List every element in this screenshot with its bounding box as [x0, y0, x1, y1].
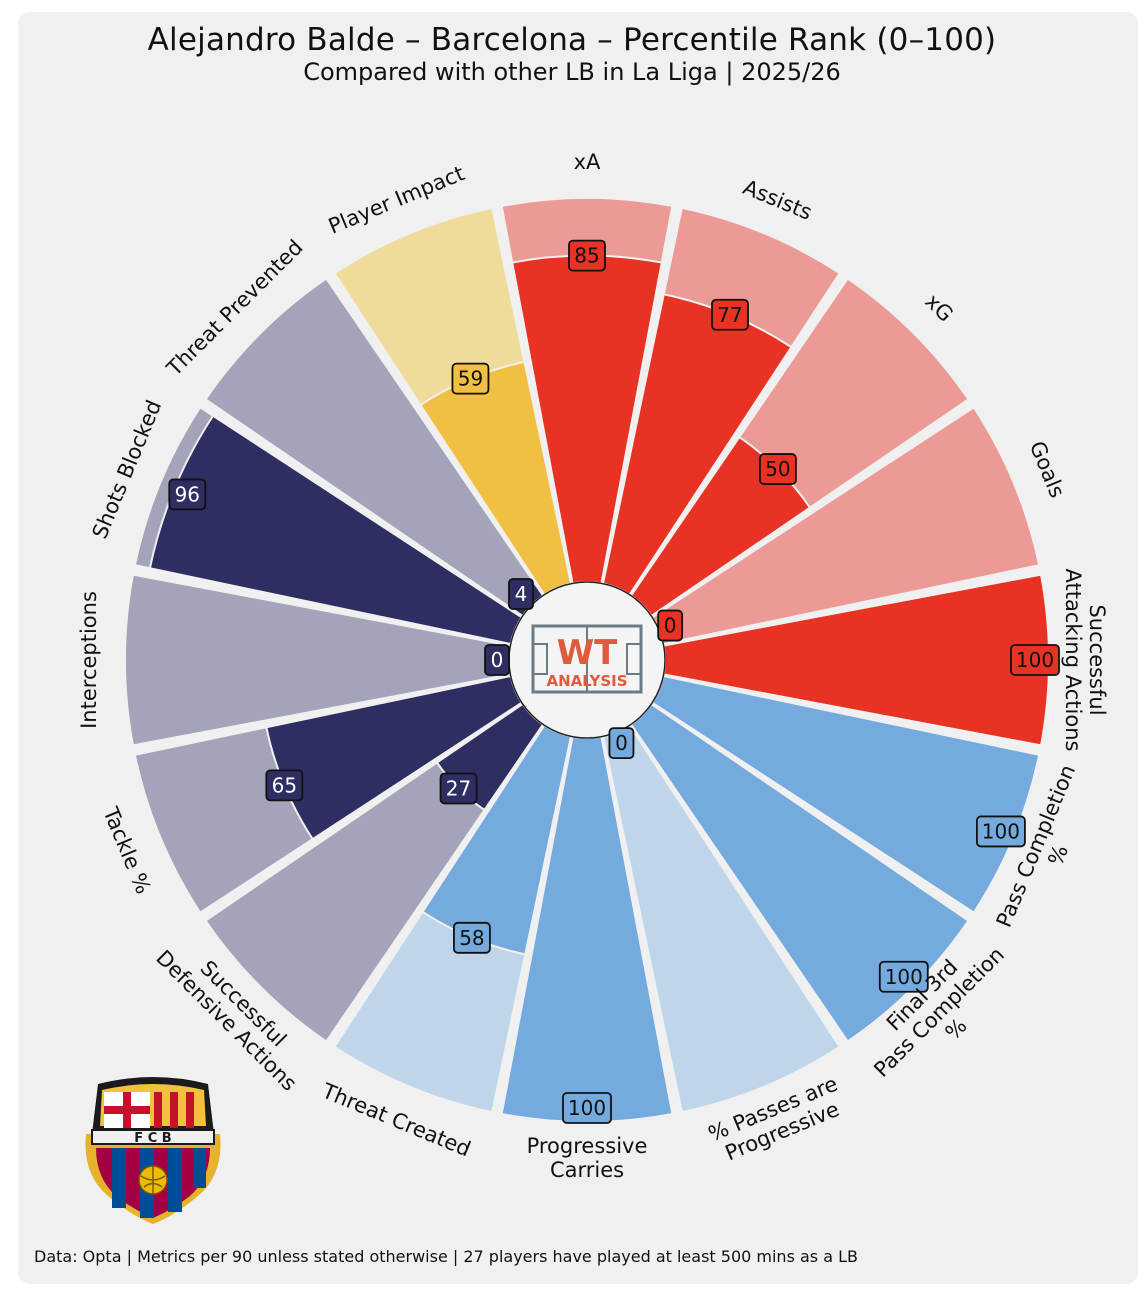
svg-text:27: 27: [446, 776, 471, 800]
value-label-threat-prevented: 4: [508, 578, 534, 610]
svg-text:100: 100: [1016, 648, 1054, 672]
svg-text:WT: WT: [557, 633, 619, 673]
data-source-footer: Data: Opta | Metrics per 90 unless state…: [34, 1247, 858, 1266]
value-label-final-3rd-pass-completion: 100: [878, 960, 929, 993]
category-label-interceptions: Interceptions: [77, 591, 101, 729]
value-label-assists: 77: [711, 298, 749, 331]
value-label-passes-are-progressive: 0: [608, 727, 635, 760]
value-label-tackle: 65: [265, 769, 304, 802]
svg-text:0: 0: [664, 614, 677, 638]
svg-text:0: 0: [491, 648, 504, 672]
category-label-assists: Assists: [740, 175, 816, 225]
chart-title: Alejandro Balde – Barcelona – Percentile…: [147, 22, 997, 58]
value-label-player-impact: 59: [451, 362, 490, 395]
value-label-interceptions: 0: [484, 644, 510, 676]
svg-text:100: 100: [885, 965, 923, 989]
category-label-goals: Goals: [1025, 438, 1070, 501]
svg-text:58: 58: [459, 926, 484, 950]
value-label-xg: 50: [759, 453, 797, 485]
svg-text:ANALYSIS: ANALYSIS: [546, 672, 627, 690]
svg-text:100: 100: [568, 1096, 606, 1120]
value-label-progressive-carries: 100: [562, 1092, 612, 1124]
svg-text:50: 50: [765, 457, 790, 481]
svg-text:4: 4: [515, 582, 528, 606]
value-label-threat-created: 58: [453, 921, 491, 954]
category-label-progressive-carries: Progressive Carries: [527, 1134, 648, 1182]
value-label-pass-completion: 100: [975, 815, 1026, 848]
svg-text:96: 96: [175, 482, 200, 506]
svg-text:85: 85: [574, 244, 599, 268]
chart-subtitle: Compared with other LB in La Liga | 2025…: [303, 58, 841, 86]
value-label-xa: 85: [568, 239, 606, 272]
category-label-xa: xA: [574, 150, 601, 174]
svg-text:0: 0: [615, 731, 628, 755]
svg-text:77: 77: [717, 303, 742, 327]
svg-text:59: 59: [458, 367, 483, 391]
category-label-xg: xG: [921, 289, 958, 326]
value-label-successful-defensive-actions: 27: [439, 772, 478, 805]
value-label-goals: 0: [657, 609, 684, 642]
svg-text:100: 100: [982, 819, 1020, 843]
fc-barcelona-crest-icon: F C B: [85, 1077, 221, 1224]
value-label-shots-blocked: 96: [168, 478, 207, 511]
value-label-successful-attacking-actions: 100: [1010, 644, 1060, 676]
svg-text:65: 65: [272, 773, 297, 797]
category-label-tackle: Tackle %: [98, 803, 155, 897]
category-label-successful-attacking-actions: SuccessfulAttacking Actions: [1061, 569, 1109, 752]
svg-text:F C B: F C B: [134, 1131, 171, 1146]
